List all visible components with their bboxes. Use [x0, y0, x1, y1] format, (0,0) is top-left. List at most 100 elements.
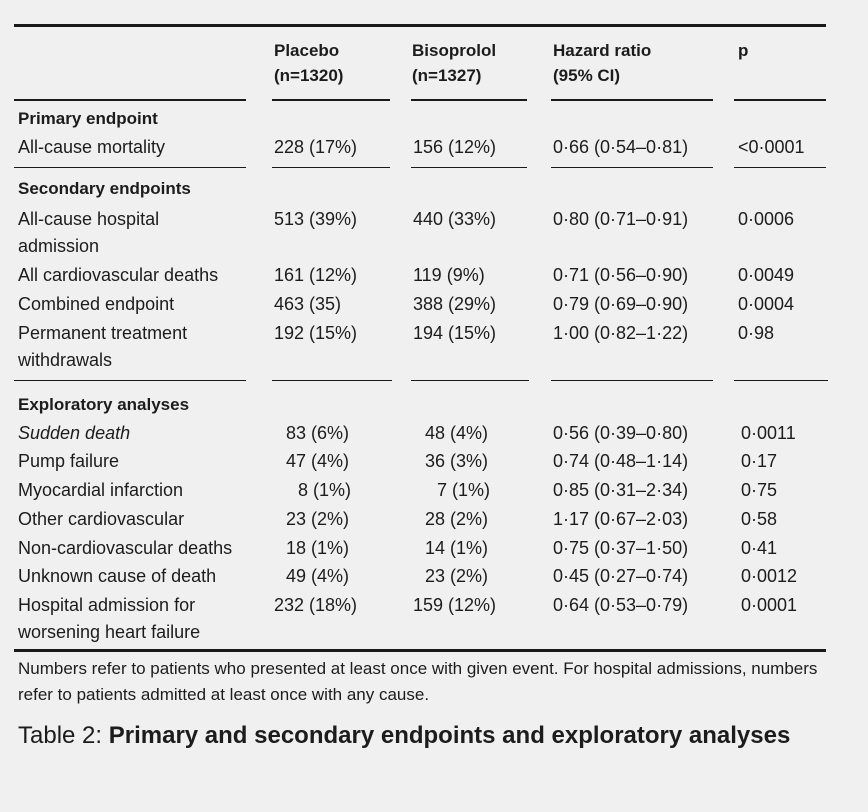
header-bisoprolol-line1: Bisoprolol — [412, 41, 497, 60]
header-hazard-ratio-line2: (95% CI) — [553, 66, 621, 85]
top-rule — [14, 24, 826, 27]
row-hazard-ratio: 0·85 (0·31–2·34) — [553, 480, 689, 500]
row-bisoprolol: 194 (15%) — [413, 323, 497, 343]
row-hazard-ratio: 0·56 (0·39–0·80) — [553, 423, 689, 443]
row-label: Sudden death — [18, 423, 131, 443]
row-bisoprolol: 36 (3%) — [425, 451, 489, 471]
secondary-rule-4 — [551, 380, 713, 381]
table-caption: Table 2: Primary and secondary endpoints… — [18, 718, 838, 754]
secondary-rule-1 — [14, 380, 246, 381]
row-label: All cardiovascular deaths — [18, 265, 219, 285]
section-exploratory: Exploratory analyses — [18, 395, 190, 414]
row-bisoprolol: 388 (29%) — [413, 294, 497, 314]
row-label: All-cause mortality — [18, 137, 166, 157]
secondary-rule-2 — [272, 380, 392, 381]
row-hazard-ratio: 0·66 (0·54–0·81) — [553, 137, 689, 157]
header-rule-2 — [272, 99, 390, 101]
bottom-rule — [14, 649, 826, 652]
header-hazard-ratio-line1: Hazard ratio — [553, 41, 652, 60]
primary-rule-1 — [14, 167, 246, 168]
row-p: 0·75 — [741, 480, 778, 500]
row-placebo: 513 (39%) — [274, 209, 358, 229]
row-p: 0·0012 — [741, 566, 798, 586]
row-bisoprolol: 159 (12%) — [413, 595, 497, 615]
row-placebo: 232 (18%) — [274, 595, 358, 615]
row-placebo: 18 (1%) — [286, 538, 350, 558]
header-placebo: Placebo (n=1320) — [274, 38, 343, 88]
row-placebo: 192 (15%) — [274, 323, 358, 343]
header-placebo-line1: Placebo — [274, 41, 340, 60]
row-hazard-ratio: 1·17 (0·67–2·03) — [553, 509, 689, 529]
row-p: <0·0001 — [738, 137, 805, 157]
row-label: Pump failure — [18, 451, 120, 471]
row-placebo: 8 (1%) — [298, 480, 352, 500]
row-bisoprolol: 48 (4%) — [425, 423, 489, 443]
row-label-line2: withdrawals — [18, 350, 113, 370]
header-placebo-line2: (n=1320) — [274, 66, 344, 85]
row-hazard-ratio: 0·71 (0·56–0·90) — [553, 265, 689, 285]
primary-rule-5 — [734, 167, 826, 168]
header-rule-5 — [734, 99, 826, 101]
row-placebo: 161 (12%) — [274, 265, 358, 285]
row-label-line2: admission — [18, 236, 100, 256]
row-label-line1: All-cause hospital — [18, 209, 160, 229]
header-bisoprolol: Bisoprolol (n=1327) — [412, 38, 496, 88]
row-hazard-ratio: 0·64 (0·53–0·79) — [553, 595, 689, 615]
row-label: Permanent treatment withdrawals — [18, 320, 187, 374]
row-p: 0·0049 — [738, 265, 795, 285]
row-placebo: 228 (17%) — [274, 137, 358, 157]
row-placebo: 83 (6%) — [286, 423, 350, 443]
row-label: Non-cardiovascular deaths — [18, 538, 233, 558]
header-bisoprolol-line2: (n=1327) — [412, 66, 482, 85]
row-bisoprolol: 156 (12%) — [413, 137, 497, 157]
header-rule-1 — [14, 99, 246, 101]
row-bisoprolol: 28 (2%) — [425, 509, 489, 529]
header-rule-4 — [551, 99, 713, 101]
row-hazard-ratio: 1·00 (0·82–1·22) — [553, 323, 689, 343]
table-footnote: Numbers refer to patients who presented … — [18, 659, 818, 704]
secondary-rule-3 — [411, 380, 529, 381]
caption-prefix: Table 2: — [18, 722, 109, 749]
header-hazard-ratio: Hazard ratio (95% CI) — [553, 38, 651, 88]
row-p: 0·58 — [741, 509, 778, 529]
row-label: Hospital admission for worsening heart f… — [18, 592, 200, 646]
caption-title: Primary and secondary endpoints and expl… — [108, 722, 791, 749]
row-label: Combined endpoint — [18, 294, 175, 314]
row-p: 0·17 — [741, 451, 778, 471]
row-p: 0·0004 — [738, 294, 795, 314]
header-p: p — [738, 41, 749, 60]
primary-rule-4 — [551, 167, 713, 168]
row-p: 0·0011 — [741, 423, 796, 443]
primary-rule-2 — [272, 167, 390, 168]
row-label-line2: worsening heart failure — [18, 622, 201, 642]
row-placebo: 47 (4%) — [286, 451, 350, 471]
row-label: Unknown cause of death — [18, 566, 217, 586]
section-primary: Primary endpoint — [18, 109, 158, 128]
row-p: 0·98 — [738, 323, 775, 343]
row-p: 0·0006 — [738, 209, 795, 229]
header-rule-3 — [411, 99, 527, 101]
row-label: All-cause hospital admission — [18, 206, 159, 260]
section-secondary: Secondary endpoints — [18, 179, 191, 198]
row-placebo: 49 (4%) — [286, 566, 350, 586]
row-p: 0·0001 — [741, 595, 798, 615]
row-hazard-ratio: 0·75 (0·37–1·50) — [553, 538, 689, 558]
row-hazard-ratio: 0·79 (0·69–0·90) — [553, 294, 689, 314]
row-placebo: 463 (35) — [274, 294, 342, 314]
row-label-line1: Hospital admission for — [18, 595, 196, 615]
row-p: 0·41 — [741, 538, 778, 558]
row-bisoprolol: 7 (1%) — [437, 480, 491, 500]
row-bisoprolol: 14 (1%) — [425, 538, 489, 558]
row-label: Myocardial infarction — [18, 480, 184, 500]
row-hazard-ratio: 0·80 (0·71–0·91) — [553, 209, 689, 229]
row-hazard-ratio: 0·74 (0·48–1·14) — [553, 451, 689, 471]
row-placebo: 23 (2%) — [286, 509, 350, 529]
row-label-line1: Permanent treatment — [18, 323, 188, 343]
row-bisoprolol: 440 (33%) — [413, 209, 497, 229]
row-label: Other cardiovascular — [18, 509, 185, 529]
row-hazard-ratio: 0·45 (0·27–0·74) — [553, 566, 689, 586]
row-bisoprolol: 23 (2%) — [425, 566, 489, 586]
secondary-rule-5 — [734, 380, 828, 381]
primary-rule-3 — [411, 167, 527, 168]
